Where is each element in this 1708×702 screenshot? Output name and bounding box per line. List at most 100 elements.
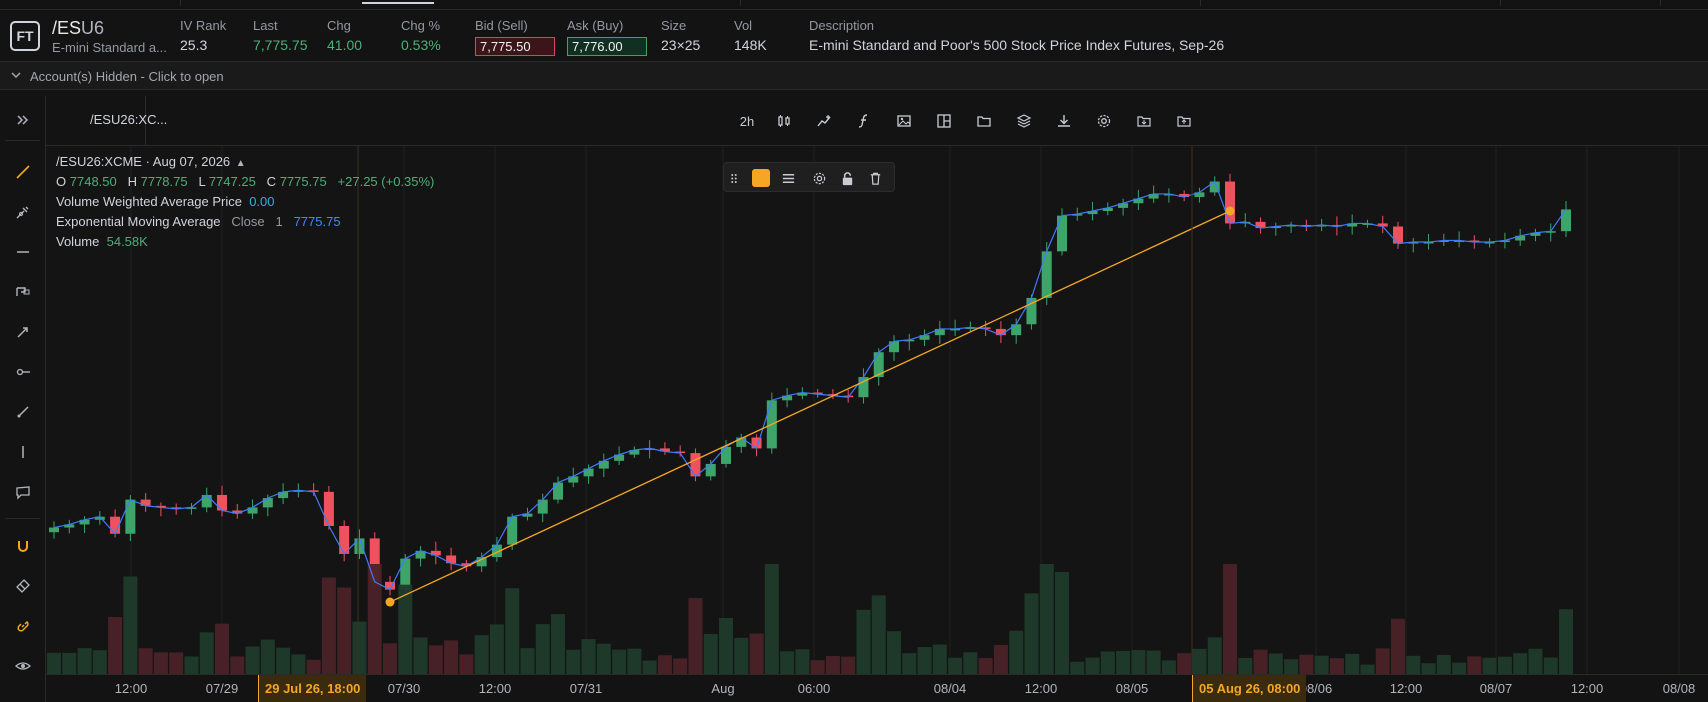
candle-body xyxy=(446,555,457,564)
candle-body xyxy=(1041,251,1052,298)
horizontal-line-icon[interactable] xyxy=(13,242,33,262)
volume-bar xyxy=(1513,653,1528,674)
crosshair-end-label: 05 Aug 26, 08:00 xyxy=(1192,675,1307,702)
tab-separator xyxy=(1200,0,1201,6)
volume-bar xyxy=(1085,657,1100,674)
low-value: 7747.25 xyxy=(208,174,256,189)
chevron-down-icon[interactable] xyxy=(10,69,22,84)
function-icon[interactable] xyxy=(852,109,876,133)
candle-body xyxy=(1255,221,1266,229)
arrow-icon[interactable] xyxy=(13,322,33,342)
time-axis-tick: 06:00 xyxy=(797,681,831,696)
quote-field-label: Chg xyxy=(327,18,351,33)
chart-plot-area[interactable] xyxy=(46,146,1708,674)
magnet-icon[interactable] xyxy=(13,536,33,556)
volume-bar xyxy=(1329,658,1344,674)
candle-body xyxy=(1118,203,1129,208)
volume-bar xyxy=(1055,571,1069,674)
ema-length: 1 xyxy=(275,214,283,229)
low-label: L xyxy=(198,174,206,189)
import-icon[interactable] xyxy=(1132,109,1156,133)
candle-type-icon[interactable] xyxy=(772,109,796,133)
legend-volume-row[interactable]: Volume 54.58K xyxy=(56,232,434,252)
candle-body xyxy=(1347,223,1358,227)
line-color-swatch[interactable] xyxy=(752,169,770,187)
ema-value: 7775.75 xyxy=(293,214,341,229)
eraser-icon[interactable] xyxy=(13,576,33,596)
volume-bar xyxy=(932,644,947,674)
volume-bar xyxy=(367,564,382,674)
indicators-icon[interactable] xyxy=(812,109,836,133)
trash-icon[interactable] xyxy=(865,168,885,188)
price-chart[interactable] xyxy=(46,146,1708,674)
download-icon[interactable] xyxy=(1052,109,1076,133)
candle-body xyxy=(1454,240,1465,242)
volume-bar xyxy=(215,623,229,674)
quote-field: Size 23×25 xyxy=(661,18,700,53)
volume-bar xyxy=(1268,653,1283,674)
candle-body xyxy=(461,563,472,567)
quote-field-value[interactable]: 7,775.50 xyxy=(475,37,555,56)
volume-bar xyxy=(459,654,474,674)
pen-tool-icon[interactable] xyxy=(13,202,33,222)
ray-icon[interactable] xyxy=(13,362,33,382)
trend-line-icon[interactable] xyxy=(13,162,33,182)
candle-body xyxy=(629,449,640,455)
volume-bar xyxy=(887,631,901,674)
quote-field: Vol 148K xyxy=(734,18,767,53)
candle-body xyxy=(400,558,411,590)
layers-icon[interactable] xyxy=(1012,109,1036,133)
candle-body xyxy=(705,463,716,477)
drag-handle-icon[interactable] xyxy=(727,168,741,188)
volume-bar xyxy=(169,652,184,674)
line-style-icon[interactable] xyxy=(778,168,798,188)
candle-body xyxy=(507,516,518,545)
settings-icon[interactable] xyxy=(1092,109,1116,133)
legend-vwap-row[interactable]: Volume Weighted Average Price 0.00 xyxy=(56,192,434,212)
volume-bar xyxy=(1253,649,1268,674)
image-icon[interactable] xyxy=(892,109,916,133)
chart-symbol-tab[interactable]: /ESU26:XC... xyxy=(46,96,167,146)
symbol-name[interactable]: /ESU6 xyxy=(52,18,104,39)
candle-body xyxy=(1545,231,1556,233)
quote-field-value[interactable]: 7,776.00 xyxy=(567,37,647,56)
time-axis-tick: 12:00 xyxy=(1570,681,1604,696)
eye-icon[interactable] xyxy=(13,656,33,676)
candle-body xyxy=(49,527,59,533)
legend-ema-row[interactable]: Exponential Moving Average Close 1 7775.… xyxy=(56,212,434,232)
time-axis[interactable]: 12:00 07/29 07/30 12:00 07/31 Aug 06:00 08/04 12… xyxy=(46,674,1708,702)
trend-line xyxy=(389,210,1231,603)
candle-body xyxy=(858,377,869,398)
volume-bar xyxy=(1116,650,1131,674)
open-value: 7748.50 xyxy=(69,174,117,189)
lock-icon[interactable] xyxy=(837,168,857,188)
quote-field: IV Rank 25.3 xyxy=(180,18,226,53)
callout-icon[interactable] xyxy=(13,282,33,302)
legend-title-row[interactable]: /ESU26:XCME · Aug 07, 2026 ▲ xyxy=(56,152,434,172)
link-icon[interactable] xyxy=(13,616,33,636)
interval-button[interactable]: 2h xyxy=(739,113,755,129)
vertical-line-icon[interactable] xyxy=(13,442,33,462)
layout-icon[interactable] xyxy=(932,109,956,133)
volume-bar xyxy=(47,652,61,674)
chevron-up-icon[interactable]: ▲ xyxy=(235,158,246,169)
candle-body xyxy=(1377,223,1388,227)
trend-line-anchor xyxy=(385,597,395,607)
account-hidden-text[interactable]: Account(s) Hidden - Click to open xyxy=(30,69,224,84)
drawing-settings-icon[interactable] xyxy=(809,168,829,188)
candle-body xyxy=(1438,240,1449,243)
volume-bar xyxy=(581,639,596,674)
candle-body xyxy=(522,513,533,517)
quote-header: FT /ESU6 E-mini Standard a... IV Rank 25.… xyxy=(0,10,1708,62)
volume-bar xyxy=(963,652,978,674)
note-icon[interactable] xyxy=(13,482,33,502)
quote-field-label: Ask (Buy) xyxy=(567,18,624,33)
brush-icon[interactable] xyxy=(13,402,33,422)
account-bar[interactable]: Account(s) Hidden - Click to open xyxy=(0,62,1708,90)
volume-bar xyxy=(1314,655,1329,674)
folder-icon[interactable] xyxy=(972,109,996,133)
export-icon[interactable] xyxy=(1172,109,1196,133)
quote-field: Description E-mini Standard and Poor's 50… xyxy=(809,18,1224,53)
toolbar-divider xyxy=(6,140,40,141)
expand-icon[interactable] xyxy=(13,110,33,130)
